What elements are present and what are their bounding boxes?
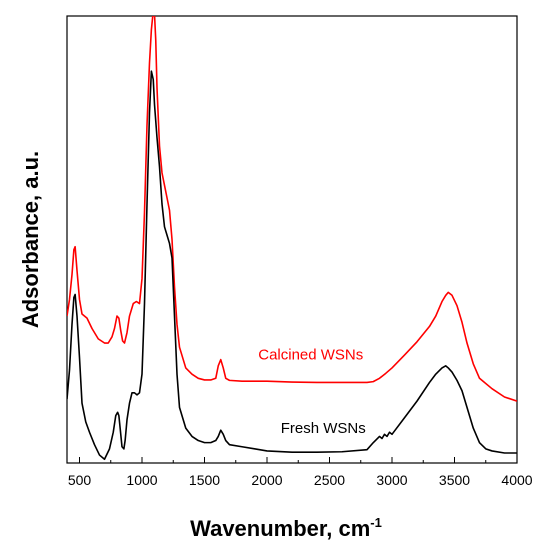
x-tick-label: 2500 bbox=[314, 472, 345, 488]
x-tick-label: 500 bbox=[68, 472, 92, 488]
axes: 500 1000 1500 2000 2500 3000 3500 4000 bbox=[66, 15, 533, 488]
x-tick-label: 4000 bbox=[501, 472, 532, 488]
series-label: Calcined WSNs bbox=[258, 347, 363, 364]
x-tick-label: 1000 bbox=[126, 472, 157, 488]
y-axis-title: Adsorbance, a.u. bbox=[18, 151, 43, 328]
annotations: Calcined WSNs Fresh WSNs bbox=[258, 347, 366, 437]
x-tick-label: 1500 bbox=[189, 472, 220, 488]
series-line-fresh bbox=[67, 70, 517, 461]
x-tick-label: 3000 bbox=[376, 472, 407, 488]
x-axis-title: Wavenumber, cm-1 bbox=[190, 515, 382, 541]
series-line-calcined bbox=[67, 16, 517, 402]
plot-frame bbox=[66, 15, 518, 464]
axis-titles: Wavenumber, cm-1 Adsorbance, a.u. bbox=[18, 151, 382, 541]
series-layer bbox=[67, 16, 517, 461]
x-tick-label: 2000 bbox=[251, 472, 282, 488]
x-tick-label: 3500 bbox=[439, 472, 470, 488]
series-label: Fresh WSNs bbox=[281, 420, 366, 437]
